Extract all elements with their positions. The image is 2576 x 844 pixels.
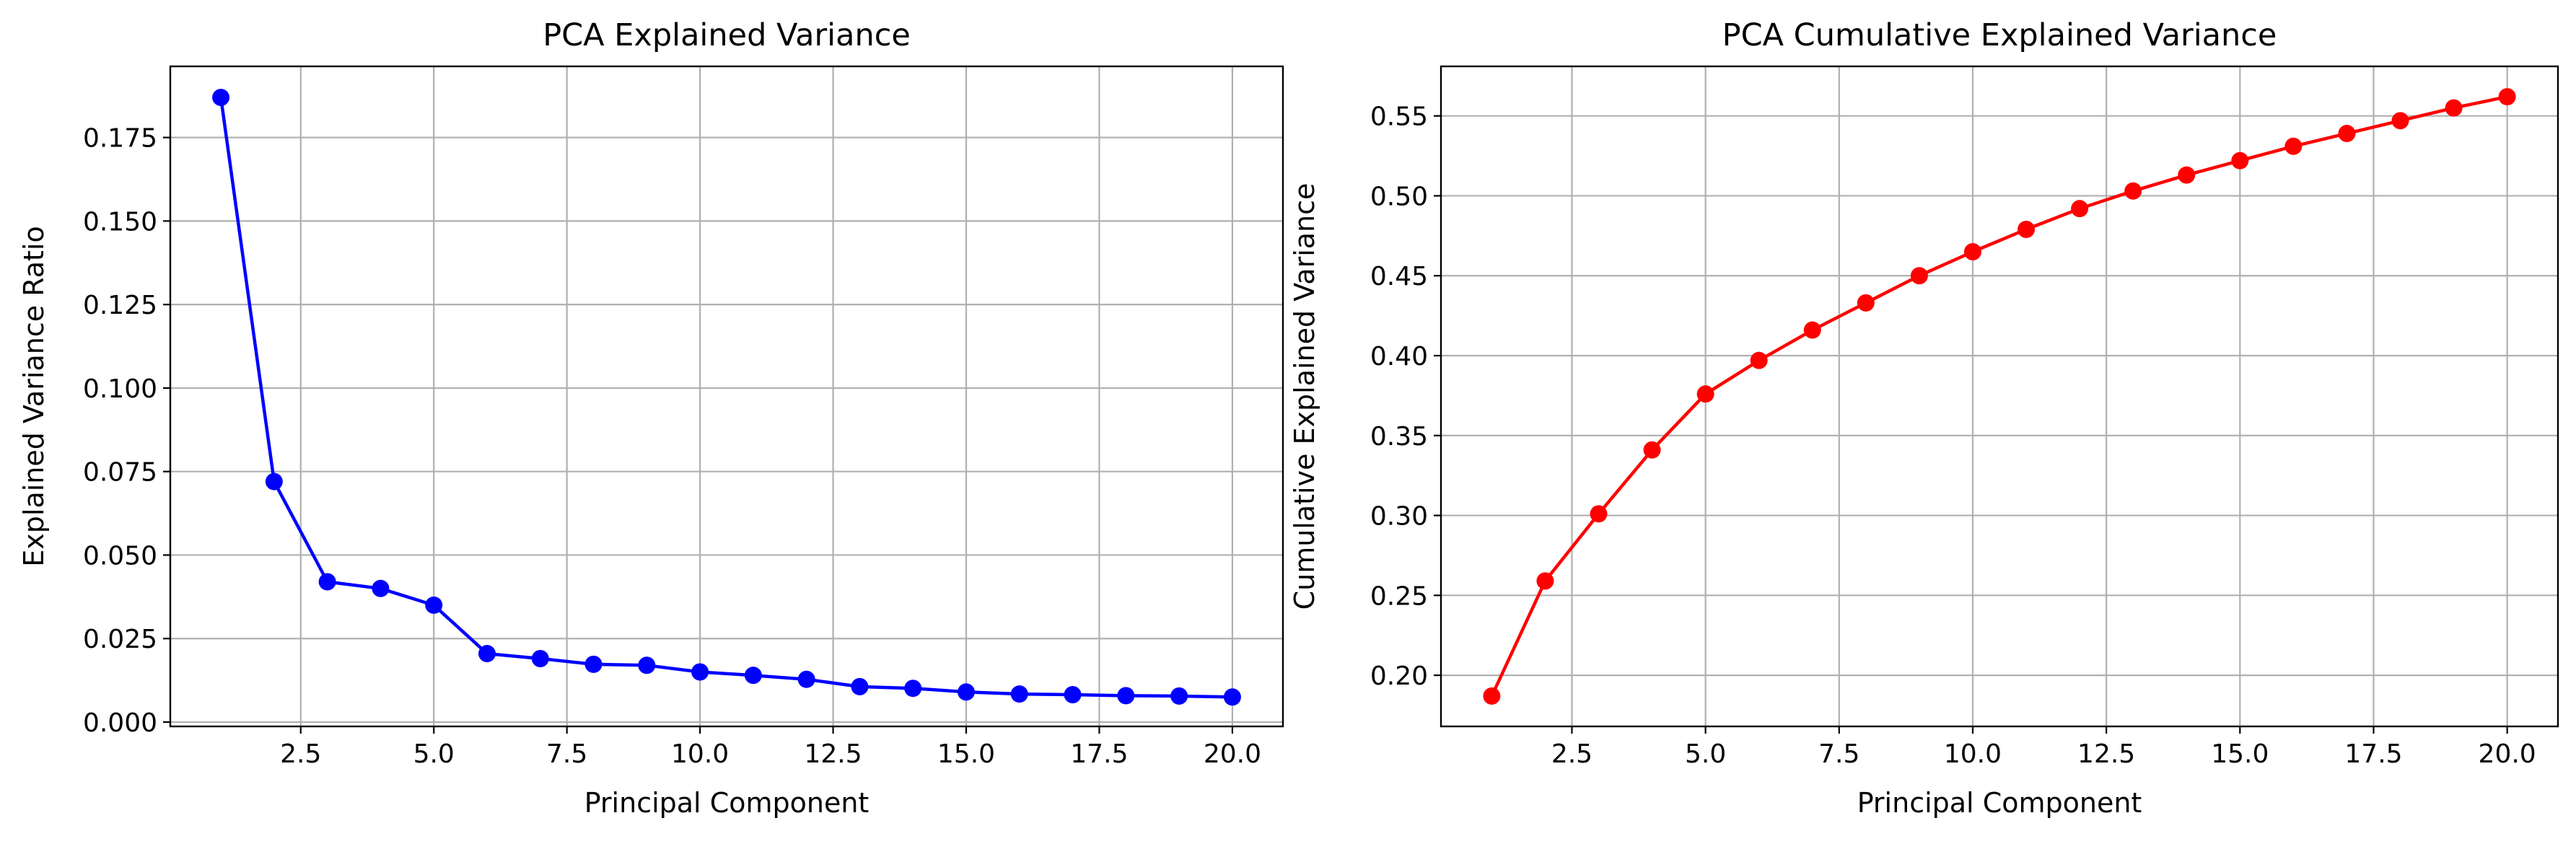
chart-title: PCA Explained Variance — [543, 17, 911, 53]
x-tick-label: 2.5 — [280, 739, 321, 769]
data-point — [425, 596, 443, 614]
data-point — [1117, 687, 1135, 705]
data-point — [1696, 385, 1714, 403]
data-point — [1643, 441, 1661, 459]
y-tick-label: 0.100 — [83, 374, 157, 404]
y-tick-label: 0.20 — [1370, 661, 1428, 691]
x-tick-label: 12.5 — [2077, 739, 2135, 769]
y-tick-label: 0.175 — [83, 124, 157, 154]
data-point — [851, 677, 869, 695]
series-line — [1490, 94, 2508, 697]
y-tick-label: 0.075 — [83, 458, 157, 488]
plot-frame — [169, 65, 1284, 728]
y-ticks: 0.000 0.025 0.050 0.075 0.100 0.125 0.150 0.175 — [83, 124, 170, 738]
data-point — [1010, 685, 1028, 703]
data-point — [1223, 688, 1241, 706]
x-tick-label: 17.5 — [1070, 739, 1128, 769]
plot-frame — [1440, 65, 2559, 728]
y-tick-label: 0.025 — [83, 625, 157, 654]
data-point — [1483, 687, 1501, 705]
x-axis-label: Principal Component — [1857, 787, 2142, 819]
data-point — [2124, 182, 2142, 200]
data-point — [1064, 686, 1082, 704]
data-point — [1803, 321, 1821, 339]
x-tick-label: 5.0 — [1685, 739, 1726, 769]
data-point — [2071, 200, 2089, 218]
data-point — [1750, 351, 1768, 369]
data-point — [1170, 687, 1188, 705]
data-point — [2445, 99, 2463, 117]
x-tick-label: 15.0 — [937, 739, 995, 769]
x-tick-label: 5.0 — [413, 739, 455, 769]
grid-lines — [170, 66, 1283, 726]
data-point — [744, 667, 762, 685]
data-point — [797, 670, 815, 688]
data-point — [904, 680, 922, 698]
series-line — [219, 97, 1232, 699]
data-series — [212, 89, 1241, 706]
data-point — [2284, 137, 2303, 155]
y-ticks: 0.20 0.25 0.30 0.35 0.40 0.45 0.50 0.55 — [1370, 102, 1441, 691]
data-series — [1483, 88, 2516, 705]
y-axis-label: Explained Variance Ratio — [18, 226, 50, 566]
x-tick-label: 20.0 — [1204, 739, 1261, 769]
y-tick-label: 0.000 — [83, 708, 157, 738]
explained-variance-panel: 2.5 5.0 7.5 10.0 12.5 15.0 17.5 20.0 0.000 0.025… — [18, 17, 1284, 819]
y-tick-label: 0.50 — [1370, 182, 1428, 211]
x-tick-label: 10.0 — [671, 739, 729, 769]
data-point — [1590, 505, 1608, 523]
data-point — [2498, 88, 2516, 106]
x-tick-label: 20.0 — [2479, 739, 2536, 769]
y-tick-label: 0.40 — [1370, 342, 1428, 372]
y-axis-label: Cumulative Explained Variance — [1289, 183, 1320, 610]
data-point — [372, 579, 390, 597]
data-point — [2391, 112, 2409, 130]
x-ticks: 2.5 5.0 7.5 10.0 12.5 15.0 17.5 20.0 — [280, 726, 1261, 769]
data-point — [212, 89, 230, 107]
x-tick-label: 12.5 — [804, 739, 862, 769]
y-tick-label: 0.35 — [1370, 422, 1428, 452]
x-tick-label: 7.5 — [546, 739, 587, 769]
data-point — [638, 656, 656, 674]
chart-title: PCA Cumulative Explained Variance — [1722, 17, 2277, 53]
x-axis-label: Principal Component — [584, 787, 869, 819]
x-tick-label: 10.0 — [1944, 739, 2002, 769]
data-point — [2231, 151, 2249, 170]
data-point — [1857, 294, 1875, 312]
x-tick-label: 17.5 — [2344, 739, 2402, 769]
data-point — [2178, 166, 2196, 184]
data-point — [2338, 125, 2356, 143]
data-point — [958, 683, 976, 701]
grid-lines — [1441, 66, 2558, 726]
x-ticks: 2.5 5.0 7.5 10.0 12.5 15.0 17.5 20.0 — [1551, 726, 2536, 769]
cumulative-variance-panel: 2.5 5.0 7.5 10.0 12.5 15.0 17.5 20.0 0.200.250.… — [1289, 17, 2559, 819]
y-tick-label: 0.150 — [83, 207, 157, 237]
y-tick-label: 0.25 — [1370, 581, 1428, 611]
data-point — [1536, 572, 1554, 590]
x-tick-label: 2.5 — [1551, 739, 1593, 769]
y-tick-label: 0.55 — [1370, 102, 1428, 132]
data-point — [318, 573, 336, 591]
data-point — [2018, 220, 2036, 238]
y-tick-label: 0.45 — [1370, 262, 1428, 291]
data-point — [265, 472, 283, 491]
data-point — [478, 645, 496, 663]
x-tick-label: 15.0 — [2211, 739, 2269, 769]
data-point — [1963, 242, 1981, 260]
y-tick-label: 0.050 — [83, 541, 157, 571]
y-tick-label: 0.30 — [1370, 502, 1428, 532]
data-point — [691, 663, 709, 681]
data-point — [1910, 267, 1928, 285]
x-tick-label: 7.5 — [1818, 739, 1859, 769]
data-point — [531, 649, 549, 667]
data-point — [584, 655, 603, 673]
y-tick-label: 0.125 — [83, 291, 157, 320]
